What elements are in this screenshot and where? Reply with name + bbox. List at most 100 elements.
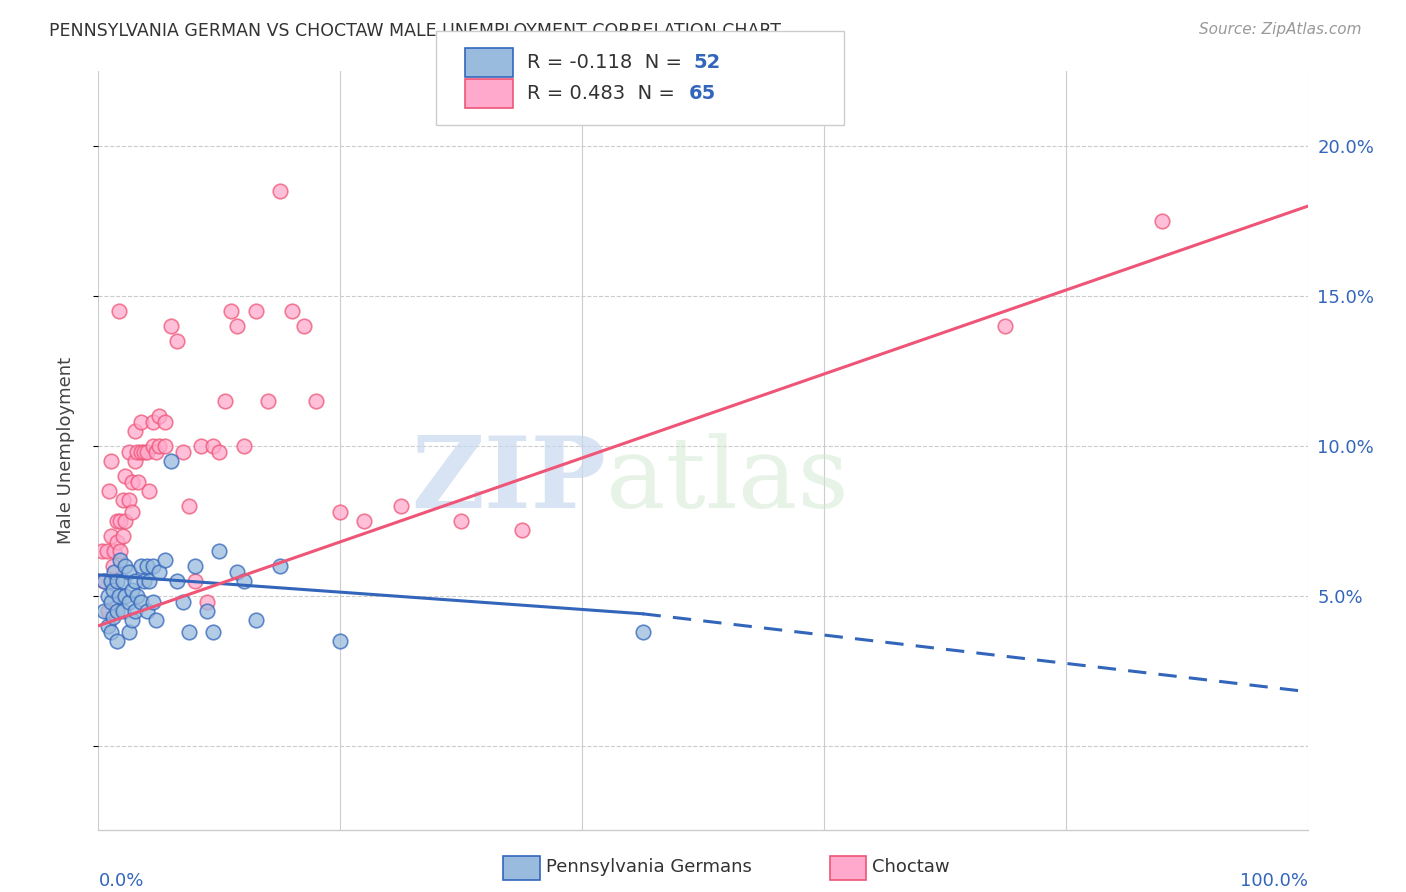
Point — [153, 553, 176, 567]
Point — [202, 624, 225, 639]
Point — [127, 445, 149, 459]
Point — [138, 483, 160, 498]
Point — [93, 604, 115, 618]
Point — [145, 445, 167, 459]
Text: ZIP: ZIP — [412, 433, 606, 529]
Point — [142, 595, 165, 609]
Point — [124, 574, 146, 588]
Point — [118, 565, 141, 579]
Point — [111, 574, 134, 588]
Point — [114, 514, 136, 528]
Text: R = 0.483  N =: R = 0.483 N = — [527, 84, 682, 103]
Point — [305, 394, 328, 409]
Point — [118, 595, 141, 609]
Point — [108, 544, 131, 558]
Point — [118, 624, 141, 639]
Point — [269, 184, 291, 198]
Point — [208, 544, 231, 558]
Text: 0.0%: 0.0% — [98, 871, 143, 889]
Text: PENNSYLVANIA GERMAN VS CHOCTAW MALE UNEMPLOYMENT CORRELATION CHART: PENNSYLVANIA GERMAN VS CHOCTAW MALE UNEM… — [49, 22, 782, 40]
Text: Pennsylvania Germans: Pennsylvania Germans — [546, 858, 751, 876]
Point — [108, 589, 131, 603]
Point — [124, 604, 146, 618]
Point — [202, 439, 225, 453]
Text: 100.0%: 100.0% — [1240, 871, 1308, 889]
Point — [179, 499, 201, 513]
Point — [121, 505, 143, 519]
Point — [118, 492, 141, 507]
Point — [134, 445, 156, 459]
Point — [121, 475, 143, 489]
Point — [1152, 214, 1174, 228]
Point — [232, 574, 254, 588]
Point — [994, 319, 1017, 334]
Point — [124, 424, 146, 438]
Point — [105, 604, 128, 618]
Point — [226, 565, 249, 579]
Point — [135, 604, 157, 618]
Point — [142, 558, 165, 573]
Point — [100, 595, 122, 609]
Point — [114, 469, 136, 483]
Text: 52: 52 — [693, 53, 720, 72]
Y-axis label: Male Unemployment: Male Unemployment — [56, 357, 75, 544]
Point — [142, 439, 165, 453]
Point — [166, 574, 188, 588]
Point — [103, 565, 125, 579]
Point — [100, 624, 122, 639]
Point — [100, 454, 122, 468]
Point — [111, 492, 134, 507]
Point — [105, 633, 128, 648]
Point — [108, 553, 131, 567]
Point — [232, 439, 254, 453]
Point — [631, 624, 654, 639]
Point — [160, 454, 183, 468]
Point — [97, 589, 120, 603]
Point — [221, 304, 243, 318]
Point — [195, 595, 218, 609]
Point — [114, 558, 136, 573]
Point — [208, 445, 231, 459]
Point — [256, 394, 278, 409]
Point — [138, 574, 160, 588]
Point — [91, 544, 114, 558]
Point — [353, 514, 375, 528]
Point — [190, 439, 212, 453]
Text: Source: ZipAtlas.com: Source: ZipAtlas.com — [1198, 22, 1361, 37]
Point — [226, 319, 249, 334]
Point — [153, 439, 176, 453]
Point — [389, 499, 412, 513]
Point — [184, 574, 207, 588]
Text: atlas: atlas — [606, 433, 849, 529]
Point — [245, 304, 267, 318]
Point — [214, 394, 236, 409]
Point — [101, 609, 124, 624]
Point — [105, 534, 128, 549]
Point — [129, 595, 152, 609]
Point — [127, 475, 149, 489]
Point — [114, 589, 136, 603]
Point — [145, 613, 167, 627]
Point — [450, 514, 472, 528]
Point — [121, 582, 143, 597]
Point — [103, 544, 125, 558]
Point — [118, 445, 141, 459]
Point — [101, 558, 124, 573]
Point — [148, 439, 170, 453]
Point — [129, 445, 152, 459]
Point — [281, 304, 304, 318]
Point — [160, 319, 183, 334]
Point — [98, 483, 121, 498]
Point — [108, 514, 131, 528]
Point — [292, 319, 315, 334]
Point — [127, 589, 149, 603]
Point — [105, 514, 128, 528]
Point — [329, 633, 352, 648]
Point — [108, 304, 131, 318]
Point — [184, 558, 207, 573]
Point — [97, 619, 120, 633]
Point — [111, 604, 134, 618]
Point — [510, 523, 533, 537]
Point — [121, 613, 143, 627]
Point — [111, 529, 134, 543]
